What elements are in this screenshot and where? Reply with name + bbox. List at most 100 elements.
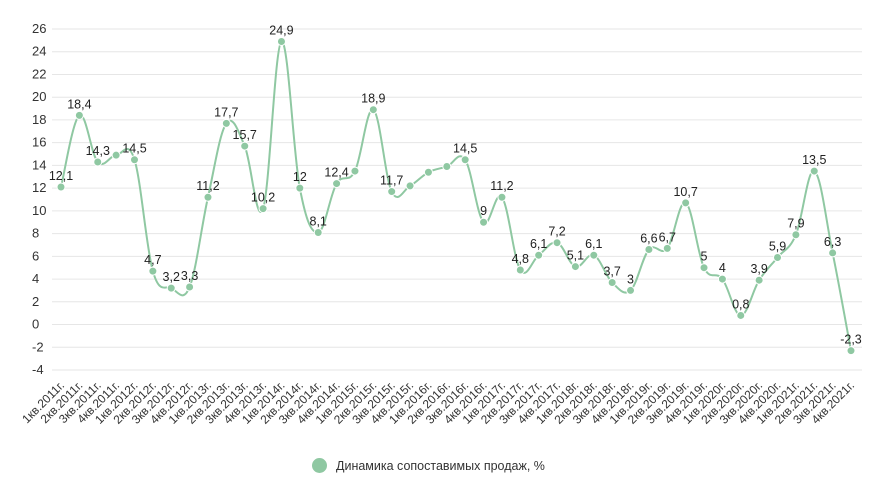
y-tick-label: 8	[32, 226, 39, 241]
data-point	[736, 310, 746, 320]
y-tick-label: 12	[32, 180, 46, 195]
data-point	[570, 262, 580, 272]
data-label: 5	[701, 250, 708, 264]
data-label: 18,4	[67, 97, 91, 111]
data-point	[387, 187, 397, 197]
data-label: 14,3	[86, 144, 110, 158]
data-label: 15,7	[233, 128, 257, 142]
data-point	[717, 274, 727, 284]
data-point	[791, 230, 801, 240]
data-label: 12,4	[324, 166, 348, 180]
y-tick-label: 24	[32, 44, 46, 59]
data-point	[626, 285, 636, 295]
y-tick-label: 14	[32, 157, 46, 172]
data-label: 4,7	[144, 253, 161, 267]
data-label: 12,1	[49, 169, 73, 183]
data-label: 13,5	[802, 153, 826, 167]
y-tick-label: 20	[32, 89, 46, 104]
data-label: 4,8	[512, 252, 529, 266]
data-label: 7,9	[787, 217, 804, 231]
y-tick-label: 6	[32, 248, 39, 263]
data-label: 6,1	[530, 237, 547, 251]
data-point	[295, 183, 305, 193]
data-point	[644, 245, 654, 255]
data-label: 8,1	[310, 214, 327, 228]
data-point	[515, 265, 525, 275]
data-point	[350, 166, 360, 176]
y-tick-label: 10	[32, 203, 46, 218]
data-label: 4	[719, 261, 726, 275]
data-labels: 12,1 18,4 14,3 14,5 4,73,2 3,3 11,2 17,7 15,7 10,…	[49, 24, 862, 347]
x-axis-ticks: 1кв.2011г.2кв.2011г.3кв.2011г.4кв.2011г.…	[19, 378, 857, 426]
data-label: 3,7	[603, 264, 620, 278]
data-label: 11,7	[380, 174, 403, 188]
data-label: 5,1	[567, 249, 584, 263]
data-label: -2,3	[840, 333, 862, 347]
y-tick-label: 22	[32, 66, 46, 81]
y-tick-label: 18	[32, 112, 46, 127]
data-point	[368, 105, 378, 115]
data-label: 6,3	[824, 235, 841, 249]
y-tick-label: 2	[32, 294, 39, 309]
data-point	[809, 166, 819, 176]
data-point	[405, 181, 415, 191]
data-label: 6,1	[585, 237, 602, 251]
data-label: 18,9	[361, 92, 385, 106]
data-points	[56, 37, 856, 356]
data-point	[93, 157, 103, 167]
data-point	[313, 227, 323, 237]
legend: Динамика сопоставимых продаж, %	[312, 458, 545, 473]
data-label: 24,9	[269, 24, 293, 38]
legend-swatch	[312, 458, 327, 473]
data-label: 3,2	[163, 270, 180, 284]
data-label: 14,5	[122, 142, 146, 156]
data-point	[828, 248, 838, 258]
data-point	[258, 204, 268, 214]
grid	[52, 28, 862, 371]
data-point	[552, 238, 562, 248]
data-point	[166, 283, 176, 293]
data-point	[185, 282, 195, 292]
data-point	[129, 155, 139, 165]
data-point	[479, 217, 489, 227]
data-label: 3	[627, 272, 634, 286]
data-label: 6,6	[640, 232, 657, 246]
data-label: 3,9	[750, 262, 767, 276]
data-point	[754, 275, 764, 285]
data-label: 7,2	[548, 225, 565, 239]
y-tick-label: 4	[32, 271, 39, 286]
data-label: 0,8	[732, 297, 749, 311]
data-label: 14,5	[453, 142, 477, 156]
data-point	[74, 110, 84, 120]
data-label: 11,2	[196, 179, 219, 193]
data-label: 5,9	[769, 239, 786, 253]
data-point	[111, 150, 121, 160]
data-label: 10,7	[673, 185, 697, 199]
data-point	[681, 198, 691, 208]
data-label: 17,7	[214, 105, 238, 119]
data-label: 6,7	[659, 230, 676, 244]
data-point	[240, 141, 250, 151]
data-point	[148, 266, 158, 276]
data-point	[442, 162, 452, 172]
data-point	[846, 346, 856, 356]
data-point	[423, 167, 433, 177]
data-point	[662, 243, 672, 253]
data-point	[460, 155, 470, 165]
data-label: 3,3	[181, 269, 198, 283]
data-point	[589, 250, 599, 260]
y-tick-label: 26	[32, 21, 46, 36]
data-point	[276, 37, 286, 47]
data-label: 10,2	[251, 191, 275, 205]
data-point	[203, 192, 213, 202]
data-point	[699, 263, 709, 273]
data-point	[56, 182, 66, 192]
data-label: 9	[480, 204, 487, 218]
data-point	[534, 250, 544, 260]
legend-label: Динамика сопоставимых продаж, %	[336, 458, 545, 473]
data-point	[773, 252, 783, 262]
y-tick-label: -2	[32, 339, 44, 354]
y-tick-label: 0	[32, 317, 39, 332]
